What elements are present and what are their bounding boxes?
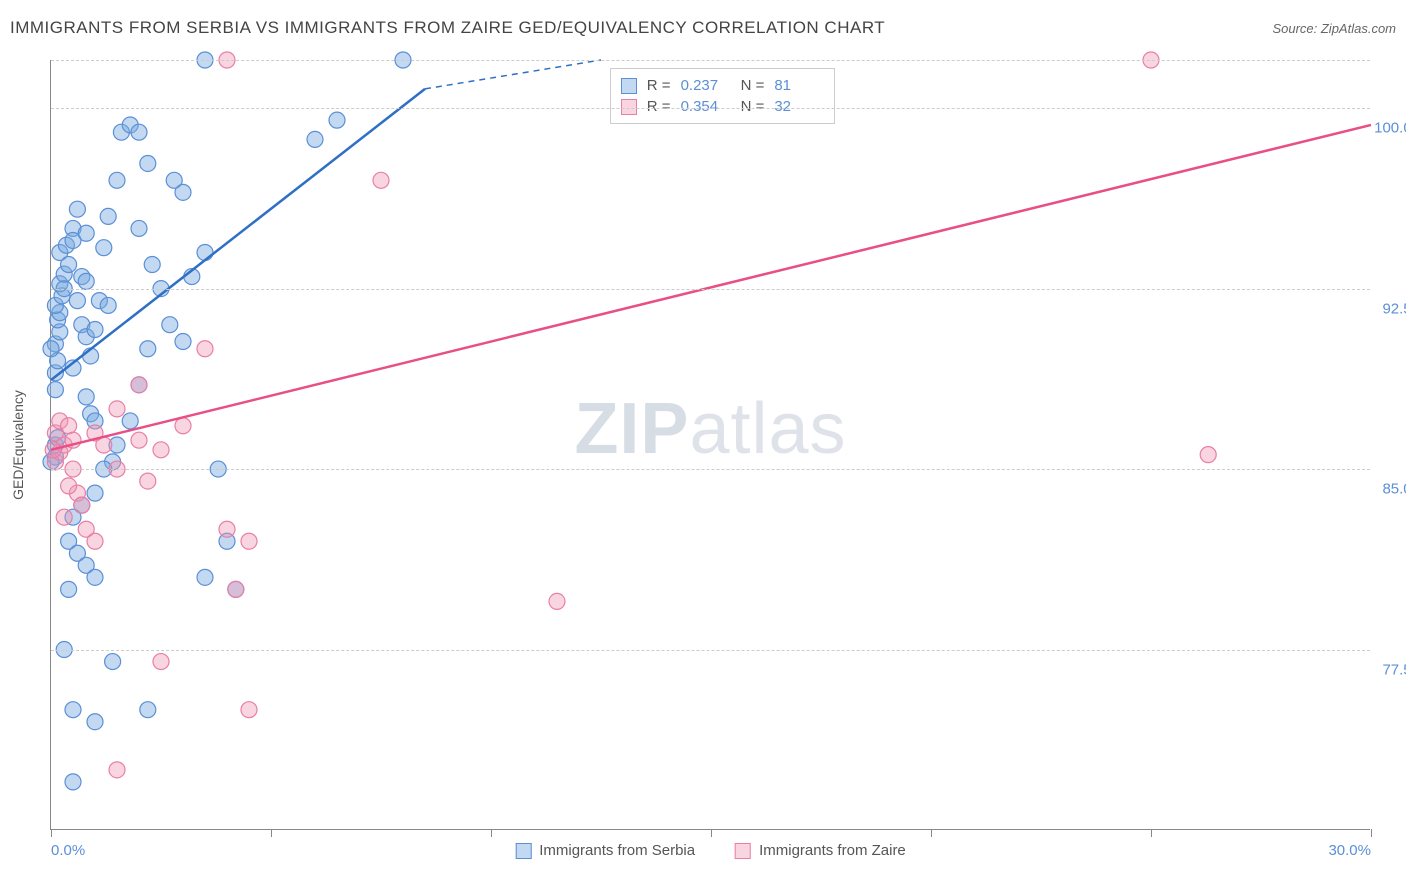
point-zaire xyxy=(241,533,257,549)
x-tick xyxy=(271,829,272,837)
trendline-zaire xyxy=(51,125,1371,450)
trendline-serbia xyxy=(51,89,425,380)
point-serbia xyxy=(131,220,147,236)
point-zaire xyxy=(61,478,77,494)
stat-swatch xyxy=(621,99,637,115)
x-tick-label: 0.0% xyxy=(51,842,85,859)
point-serbia xyxy=(307,131,323,147)
point-serbia xyxy=(87,569,103,585)
point-zaire xyxy=(153,442,169,458)
legend: Immigrants from Serbia Immigrants from Za… xyxy=(515,842,906,859)
point-zaire xyxy=(1200,447,1216,463)
point-zaire xyxy=(109,401,125,417)
point-serbia xyxy=(78,389,94,405)
point-serbia xyxy=(87,322,103,338)
point-zaire xyxy=(241,702,257,718)
point-zaire xyxy=(140,473,156,489)
y-tick-label: 85.0% xyxy=(1382,481,1406,498)
y-axis-label: GED/Equivalency xyxy=(10,390,26,500)
stat-row: R =0.354N =32 xyxy=(621,96,825,117)
point-zaire xyxy=(131,432,147,448)
x-tick xyxy=(711,829,712,837)
point-zaire xyxy=(228,581,244,597)
point-serbia xyxy=(43,341,59,357)
point-zaire xyxy=(373,172,389,188)
point-serbia xyxy=(140,341,156,357)
point-zaire xyxy=(109,762,125,778)
gridline xyxy=(51,60,1370,61)
point-zaire xyxy=(175,418,191,434)
point-serbia xyxy=(197,569,213,585)
point-serbia xyxy=(78,225,94,241)
point-serbia xyxy=(69,201,85,217)
x-tick-label: 30.0% xyxy=(1328,842,1371,859)
point-serbia xyxy=(140,155,156,171)
point-serbia xyxy=(87,714,103,730)
gridline xyxy=(51,108,1370,109)
point-serbia xyxy=(61,257,77,273)
y-tick-label: 92.5% xyxy=(1382,300,1406,317)
point-serbia xyxy=(175,334,191,350)
point-serbia xyxy=(140,702,156,718)
point-serbia xyxy=(109,172,125,188)
point-serbia xyxy=(105,654,121,670)
point-zaire xyxy=(153,654,169,670)
chart-svg xyxy=(51,60,1370,829)
point-zaire xyxy=(197,341,213,357)
point-serbia xyxy=(197,245,213,261)
y-tick-label: 77.5% xyxy=(1382,661,1406,678)
point-serbia xyxy=(100,297,116,313)
x-tick xyxy=(1151,829,1152,837)
legend-swatch xyxy=(515,843,531,859)
point-zaire xyxy=(131,377,147,393)
point-zaire xyxy=(74,497,90,513)
point-serbia xyxy=(329,112,345,128)
legend-item: Immigrants from Zaire xyxy=(735,842,906,859)
gridline xyxy=(51,289,1370,290)
point-serbia xyxy=(78,273,94,289)
gridline xyxy=(51,469,1370,470)
legend-label: Immigrants from Serbia xyxy=(539,842,695,859)
point-zaire xyxy=(549,593,565,609)
source-attribution: Source: ZipAtlas.com xyxy=(1272,21,1396,36)
legend-label: Immigrants from Zaire xyxy=(759,842,906,859)
point-serbia xyxy=(61,581,77,597)
correlation-stats-box: R =0.237N =81R =0.354N =32 xyxy=(610,68,836,124)
point-serbia xyxy=(144,257,160,273)
point-serbia xyxy=(131,124,147,140)
point-serbia xyxy=(122,413,138,429)
trendline-serbia-extrap xyxy=(425,60,601,89)
point-serbia xyxy=(96,240,112,256)
x-tick xyxy=(931,829,932,837)
point-serbia xyxy=(162,317,178,333)
point-serbia xyxy=(65,702,81,718)
point-serbia xyxy=(100,208,116,224)
x-tick xyxy=(491,829,492,837)
point-zaire xyxy=(61,418,77,434)
point-zaire xyxy=(219,521,235,537)
point-zaire xyxy=(56,509,72,525)
legend-item: Immigrants from Serbia xyxy=(515,842,695,859)
point-serbia xyxy=(166,172,182,188)
point-zaire xyxy=(87,533,103,549)
legend-swatch xyxy=(735,843,751,859)
point-serbia xyxy=(65,774,81,790)
gridline xyxy=(51,650,1370,651)
chart-title: IMMIGRANTS FROM SERBIA VS IMMIGRANTS FRO… xyxy=(10,18,885,38)
stat-swatch xyxy=(621,78,637,94)
point-serbia xyxy=(69,293,85,309)
point-serbia xyxy=(87,485,103,501)
scatter-plot: ZIPatlas R =0.237N =81R =0.354N =32 Immi… xyxy=(50,60,1370,830)
y-tick-label: 100.0% xyxy=(1374,120,1406,137)
point-serbia xyxy=(47,382,63,398)
stat-row: R =0.237N =81 xyxy=(621,75,825,96)
x-tick xyxy=(51,829,52,837)
x-tick xyxy=(1371,829,1372,837)
